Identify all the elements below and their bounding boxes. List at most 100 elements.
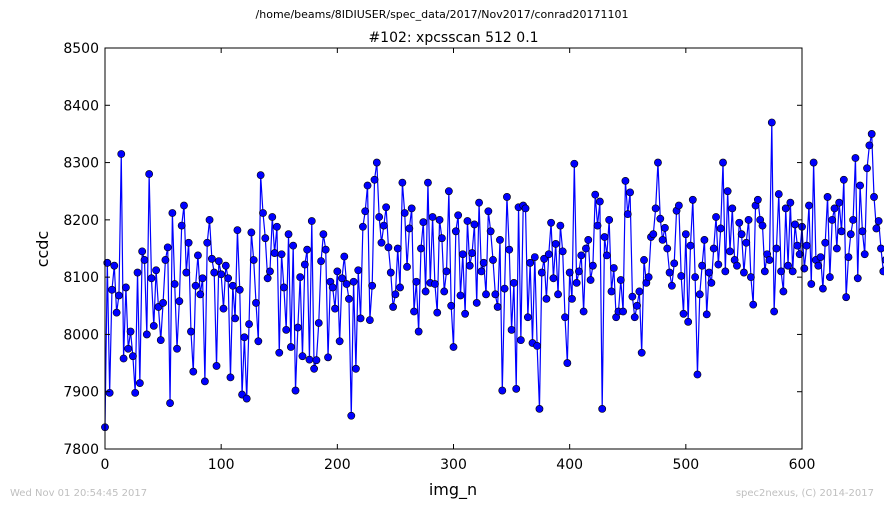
data-point	[688, 195, 697, 204]
data-point	[619, 307, 627, 316]
data-point	[791, 220, 799, 229]
data-point	[714, 260, 723, 269]
data-point	[261, 234, 270, 243]
data-point	[544, 250, 553, 259]
data-point	[486, 227, 495, 236]
data-point	[317, 257, 325, 265]
data-point	[279, 283, 288, 292]
data-point	[507, 325, 516, 334]
data-point	[168, 209, 177, 217]
data-point	[830, 204, 839, 213]
data-point	[568, 295, 576, 303]
data-point	[421, 287, 430, 296]
data-point	[277, 250, 286, 259]
data-point	[489, 256, 497, 264]
data-point	[291, 386, 300, 395]
data-point	[140, 256, 149, 264]
data-point	[670, 259, 679, 268]
data-point	[788, 267, 797, 276]
data-point	[166, 399, 174, 408]
data-point	[468, 249, 476, 257]
data-point	[196, 290, 205, 299]
data-point	[879, 267, 884, 276]
data-point	[135, 379, 144, 388]
axes: 0 100 200 300 400 500 600 7800 7900 8000 8100 8200 8…	[63, 41, 815, 473]
data-point	[547, 218, 555, 227]
data-point	[259, 209, 267, 217]
data-point	[649, 230, 658, 239]
data-point	[681, 230, 690, 239]
data-point	[874, 217, 883, 225]
y-tick-label: 8500	[63, 41, 99, 57]
data-point	[686, 241, 695, 250]
data-point	[331, 304, 339, 313]
data-point	[563, 359, 572, 367]
data-point	[644, 273, 653, 282]
data-point	[589, 261, 597, 270]
data-point	[877, 244, 884, 253]
data-point	[254, 337, 263, 346]
data-point	[245, 320, 253, 329]
data-point	[379, 221, 388, 230]
data-point	[252, 299, 260, 307]
data-point	[556, 221, 565, 230]
data-point	[505, 245, 514, 254]
y-tick-label: 8100	[63, 270, 99, 286]
data-point	[503, 193, 511, 201]
data-point	[124, 344, 133, 353]
data-point	[828, 215, 837, 224]
data-point	[212, 362, 221, 370]
data-point	[870, 193, 878, 201]
data-point	[163, 243, 172, 252]
data-point	[126, 327, 135, 336]
data-point	[591, 190, 600, 199]
data-point	[521, 204, 530, 213]
data-point	[637, 348, 646, 357]
data-point	[523, 313, 532, 322]
footer-timestamp: Wed Nov 01 20:54:45 2017	[10, 488, 148, 499]
data-point	[674, 201, 683, 210]
data-point	[542, 295, 551, 303]
data-point	[219, 304, 228, 313]
data-point	[410, 307, 418, 316]
data-point	[384, 243, 393, 252]
data-point	[161, 256, 170, 264]
data-point	[858, 227, 867, 236]
data-point	[510, 278, 518, 287]
data-point	[187, 327, 195, 336]
data-point	[217, 270, 226, 279]
y-axis-label: ccdc	[33, 231, 52, 268]
data-point	[305, 355, 314, 364]
data-point	[707, 278, 716, 287]
data-point	[328, 283, 337, 292]
data-point	[693, 370, 702, 379]
data-point	[231, 314, 240, 323]
data-point	[844, 253, 853, 261]
data-point	[767, 118, 776, 127]
data-point	[728, 204, 737, 213]
data-point	[609, 264, 618, 272]
data-point	[530, 253, 539, 261]
data-point	[684, 317, 693, 326]
data-point	[338, 274, 346, 283]
data-point	[207, 254, 216, 263]
data-point	[122, 283, 130, 292]
data-point	[454, 211, 463, 220]
data-point	[575, 267, 583, 276]
data-point	[284, 230, 293, 239]
data-point	[412, 277, 421, 286]
data-point	[363, 181, 372, 190]
data-point	[493, 303, 502, 311]
data-point	[128, 352, 137, 361]
data-point	[347, 411, 356, 420]
data-point	[860, 250, 869, 259]
data-point	[679, 309, 688, 318]
data-point	[184, 238, 193, 247]
data-point	[784, 261, 792, 270]
data-point	[133, 268, 142, 277]
y-tick-label: 7900	[63, 385, 99, 401]
data-point	[832, 244, 841, 253]
data-point	[698, 261, 706, 270]
data-point	[809, 158, 818, 167]
